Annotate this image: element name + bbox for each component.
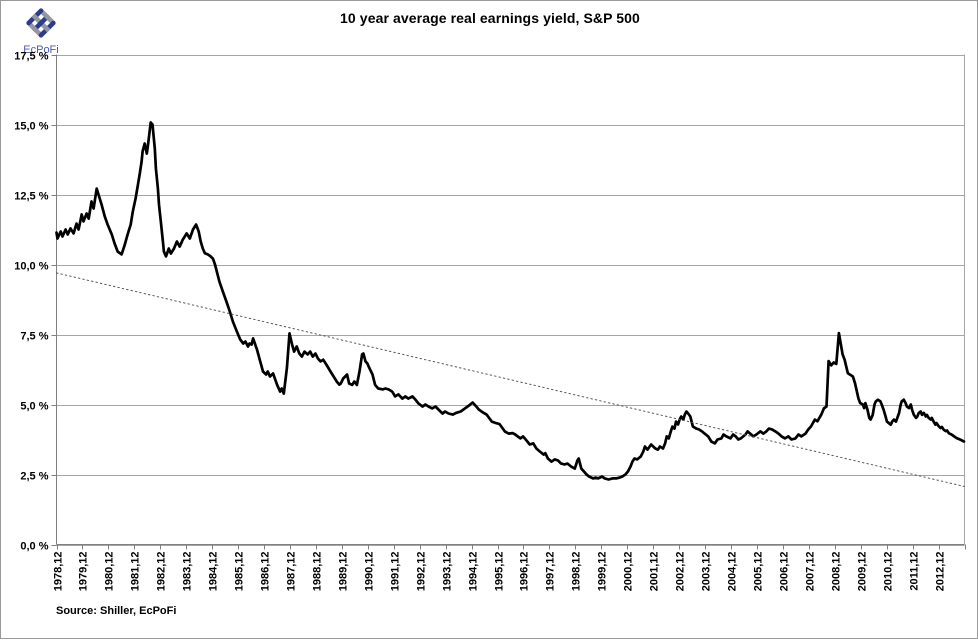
y-tick-label: 10,0 %: [14, 261, 48, 273]
x-tick-label: 1989,12: [338, 552, 350, 592]
y-tick-label: 2,5 %: [20, 471, 48, 483]
x-tick-label: 1992,12: [416, 552, 428, 592]
x-tick-label: 1994,12: [468, 552, 480, 592]
x-tick-label: 1997,12: [545, 552, 557, 592]
x-tick-label: 2011,12: [909, 552, 921, 591]
x-tick-label: 1985,12: [234, 552, 246, 592]
y-tick-label: 12,5 %: [14, 191, 48, 203]
x-tick-label: 1995,12: [494, 552, 506, 592]
x-tick-label: 2004,12: [727, 552, 739, 592]
y-axis-ticks: [51, 55, 57, 546]
x-tick-label: 1984,12: [208, 552, 220, 592]
x-axis-ticks: [57, 544, 966, 550]
x-tick-label: 1999,12: [597, 552, 609, 592]
x-tick-label: 2012,12: [935, 552, 947, 592]
x-tick-label: 2010,12: [883, 552, 895, 592]
x-tick-label: 1982,12: [156, 552, 168, 592]
x-tick-label: 2001,12: [649, 552, 661, 592]
x-tick-label: 2009,12: [857, 552, 869, 592]
x-tick-label: 1987,12: [286, 552, 298, 592]
y-tick-label: 5,0 %: [20, 401, 48, 413]
x-tick-label: 1988,12: [312, 552, 324, 592]
ecpofi-logo-icon: [26, 8, 56, 38]
x-tick-label: 2006,12: [779, 552, 791, 592]
x-tick-label: 1996,12: [519, 552, 531, 592]
x-tick-label: 1983,12: [182, 552, 194, 592]
x-tick-label: 2007,12: [805, 552, 817, 592]
y-tick-label: 0,0 %: [20, 541, 48, 553]
x-tick-label: 1978,12: [53, 552, 65, 592]
x-tick-label: 1998,12: [571, 552, 583, 592]
x-tick-label: 2003,12: [701, 552, 713, 592]
x-axis-labels: 1978,12 1979,12 1980,12 1981,12 1982,12 1983,…: [53, 552, 947, 592]
ecpofi-logo: EcPoFi: [14, 6, 68, 56]
series-line: [55, 121, 966, 481]
y-tick-label: 7,5 %: [20, 331, 48, 343]
x-tick-label: 2002,12: [675, 552, 687, 592]
x-tick-label: 1990,12: [364, 552, 376, 592]
x-tick-label: 1981,12: [130, 552, 142, 592]
x-tick-label: 1980,12: [104, 552, 116, 592]
x-tick-label: 1993,12: [442, 552, 454, 592]
x-tick-label: 2008,12: [831, 552, 843, 592]
x-tick-label: 1991,12: [390, 552, 402, 592]
x-tick-label: 1986,12: [260, 552, 272, 592]
x-tick-label: 2000,12: [623, 552, 635, 592]
y-tick-label: 15,0 %: [14, 121, 48, 133]
y-tick-label: 17,5 %: [14, 51, 48, 63]
x-tick-label: 1979,12: [78, 552, 90, 592]
chart-title: 10 year average real earnings yield, S&P…: [340, 10, 640, 26]
source-note: Source: Shiller, EcPoFi: [56, 605, 177, 617]
x-tick-label: 2005,12: [753, 552, 765, 592]
y-gridlines: [56, 55, 965, 546]
ecpofi-logo-text: EcPoFi: [23, 44, 59, 56]
y-axis-labels: 17,5 % 15,0 % 12,5 % 10,0 % 7,5 % 5,0 % 2,5 % 0…: [14, 51, 48, 553]
